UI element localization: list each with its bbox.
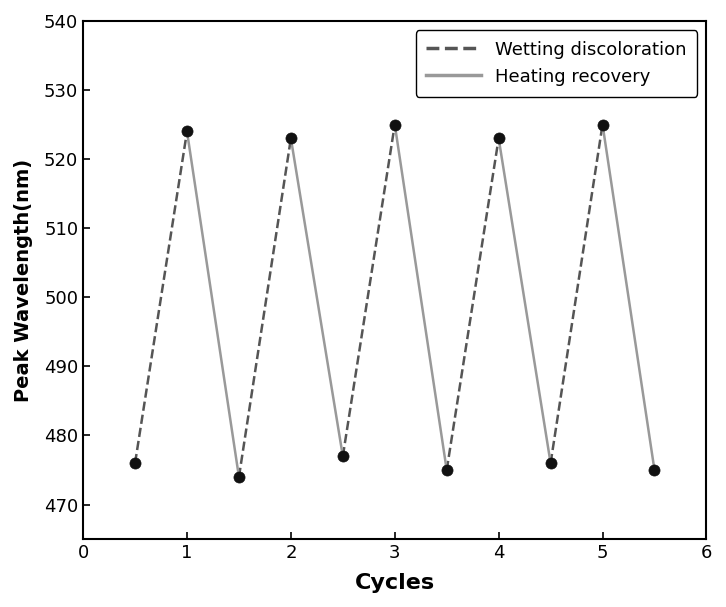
X-axis label: Cycles: Cycles — [355, 573, 435, 593]
Legend: Wetting discoloration, Heating recovery: Wetting discoloration, Heating recovery — [415, 30, 698, 97]
Y-axis label: Peak Wavelength(nm): Peak Wavelength(nm) — [14, 158, 33, 402]
